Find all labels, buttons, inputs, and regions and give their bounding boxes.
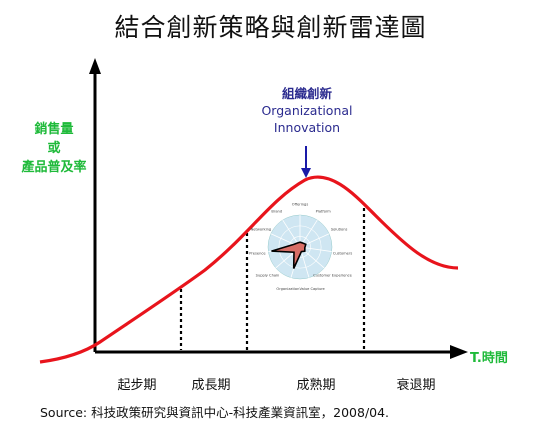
lifecycle-curve [39, 175, 459, 364]
annotation-label: 組織創新 Organizational Innovation [242, 85, 372, 136]
radar-axis-label: Value Capture [299, 287, 325, 291]
radar-axis-label: Platform [316, 209, 332, 213]
radar-axis-label: Networking [251, 228, 272, 232]
radar-value-polygon [271, 241, 307, 269]
x-axis-label: T.時間 [470, 351, 508, 366]
annotation-label-zh: 組織創新 [281, 86, 332, 101]
y-axis-label-line-3: 產品普及率 [21, 160, 87, 175]
stage-label-growth: 成長期 [191, 378, 231, 393]
x-axis-arrowhead [450, 345, 468, 359]
y-axis-label-line-1: 銷售量 [34, 122, 74, 137]
radar-axis-label: Organization [276, 287, 299, 291]
radar-axis-label: Solutions [331, 228, 348, 232]
radar-axis-label: Customers [333, 252, 352, 256]
radar-axis-label: Customer Experience [313, 274, 352, 278]
annotation-arrowhead [301, 168, 311, 178]
innovation-radar-chart: Offerings Platform Solutions Customers Custo… [249, 203, 352, 291]
stage-label-maturity: 成熟期 [296, 378, 336, 393]
annotation-label-en-2: Innovation [273, 120, 341, 135]
radar-axis-label: Offerings [292, 203, 309, 207]
y-axis-arrowhead [89, 58, 101, 74]
diagram-title: 結合創新策略與創新雷達圖 [114, 13, 427, 42]
radar-axis-label: Presence [249, 252, 266, 256]
radar-axis-label: Brand [271, 209, 282, 213]
source-note: Source: 科技政策研究與資訊中心-科技產業資訊室，2008/04. [40, 405, 390, 420]
y-axis-label-line-2: 或 [47, 141, 61, 156]
radar-axis-label: Supply Chain [256, 274, 280, 278]
stage-label-intro: 起步期 [117, 378, 157, 393]
stage-label-decline: 衰退期 [396, 378, 436, 393]
y-axis-label: 銷售量 或 產品普及率 [12, 120, 96, 177]
annotation-label-en-1: Organizational [261, 103, 353, 118]
